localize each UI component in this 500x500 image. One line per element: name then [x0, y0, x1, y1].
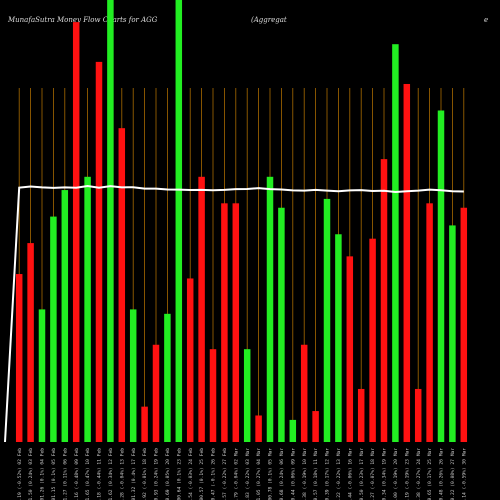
x-tick-label: 100.27 (-0.07%) 18 Mar [370, 448, 376, 500]
x-tick-label: 101.65 (0.47%) 10 Feb [85, 448, 91, 500]
x-tick-label: 100.83 (-0.22%) 03 Mar [245, 448, 251, 500]
bar-down [186, 278, 194, 442]
bar-down [369, 238, 376, 442]
bar-down [414, 388, 422, 442]
x-tick-label: 100.14 (-0.59%) 30 Mar [461, 448, 467, 500]
x-tick-label: 100.57 (0.18%) 11 Mar [313, 448, 319, 500]
bar-up [175, 0, 183, 442]
x-tick-label: 100.69 (0.05%) 20 Feb [165, 448, 171, 500]
bar-down [426, 203, 433, 442]
x-tick-label: 101.62 (0.34%) 12 Feb [108, 448, 114, 500]
bars-group [15, 0, 468, 443]
bar-up [61, 190, 69, 442]
bar-down [300, 344, 308, 442]
x-tick-label: 100.57 (-0.22%) 27 Feb [222, 448, 228, 500]
x-tick-label: 100.78 (0.1%) 05 Mar [268, 448, 274, 500]
x-tick-label: 100.22 (0.08%) 27 Mar [450, 448, 456, 500]
bar-up [50, 216, 57, 442]
x-tick-label: 100.38 (-0.19%) 10 Mar [302, 448, 308, 500]
bar-up [449, 225, 456, 442]
x-tick-label: 100.68 (0.24%) 06 Mar [279, 448, 285, 500]
bar-down [232, 203, 240, 442]
x-tick-label: 101.18 (-0.44%) 11 Feb [97, 448, 103, 500]
bar-down [380, 159, 388, 442]
bar-up [129, 309, 137, 442]
bar-up [243, 349, 251, 442]
bar-up [107, 0, 114, 442]
bar-down [72, 22, 80, 442]
bar-down [198, 176, 205, 443]
bar-down [460, 207, 468, 442]
x-tick-label: 100.34 (0.34%) 19 Mar [382, 448, 388, 500]
x-tick-label: 100.57 (0.1%) 25 Feb [199, 448, 205, 500]
bar-down [312, 411, 319, 442]
x-tick-label: 101.50 (0.24%) 03 Feb [28, 448, 34, 500]
bar-down [118, 128, 126, 442]
bar-up [289, 419, 297, 442]
bar-up [84, 176, 91, 443]
x-tick-label: 101.16 (-0.48%) 09 Feb [74, 448, 80, 500]
bar-up [266, 176, 274, 443]
bar-up [278, 207, 285, 442]
bar-up [164, 313, 171, 442]
bar-down [221, 203, 228, 442]
x-tick-label: 100.92 (-0.01%) 18 Feb [142, 448, 148, 500]
x-tick-label: 100.38 (-0.27%) 24 Mar [416, 448, 422, 500]
x-tick-label: 100.19 (-0.19%) 23 Mar [404, 448, 410, 500]
bar-down [27, 243, 34, 442]
x-tick-label: 100.48 (0.26%) 26 Mar [439, 448, 445, 500]
x-tick-label: 101.15 (0.1%) 05 Feb [51, 448, 57, 500]
bar-down [141, 406, 148, 442]
tick-labels-group: 101.19 (-0.52%) 02 Feb 101.50 (0.24%) 03 … [17, 448, 468, 500]
x-tick-label: 101.32 (0.4%) 17 Feb [131, 448, 137, 500]
x-tick-label: 100.22 (-0.22%) 13 Mar [336, 448, 342, 500]
x-tick-label: 100.47 (-0.1%) 26 Feb [211, 448, 217, 500]
x-tick-label: 100.65 (0.17%) 25 Mar [427, 448, 433, 500]
bar-down [255, 415, 262, 442]
bar-down [357, 388, 365, 442]
bar-down [403, 83, 411, 442]
bar-up [323, 198, 331, 442]
x-tick-label: 100.44 (0.06%) 09 Mar [290, 448, 296, 500]
price-line [4, 184, 464, 443]
bar-up [335, 234, 342, 442]
price-line-group [4, 184, 464, 443]
bar-up [392, 44, 399, 442]
x-tick-label: 100.93 (0.24%) 19 Feb [154, 448, 160, 500]
x-tick-label: 100.79 (-0.04%) 02 Mar [233, 448, 239, 500]
x-tick-label: 101.26 (0.1%) 04 Feb [40, 448, 46, 500]
x-tick-label: 100.44 (-0.06%) 16 Mar [347, 448, 353, 500]
x-tick-label: 100.39 (0.17%) 12 Mar [325, 448, 331, 500]
x-tick-label: 101.27 (0.11%) 06 Feb [62, 448, 68, 500]
bar-down [209, 349, 217, 442]
x-tick-label: 101.28 (-0.04%) 13 Feb [119, 448, 125, 500]
bar-up [437, 110, 445, 442]
chart-title-ticker-name: (Aggregat [251, 16, 287, 24]
x-tick-label: 100.00 (-0.19%) 20 Mar [393, 448, 399, 500]
chart-title: MunafaSutra Money Flow Charts for AGG [7, 16, 158, 24]
x-tick-label: 100.64 (0.1%) 23 Feb [176, 448, 182, 500]
x-tick-label: 100.50 (0.23%) 17 Mar [359, 448, 365, 500]
x-tick-label: 101.19 (-0.52%) 02 Feb [17, 448, 23, 500]
bar-down [15, 274, 23, 442]
bar-down [95, 61, 103, 442]
x-tick-label: 100.54 (-0.03%) 24 Feb [188, 448, 194, 500]
bar-up [38, 309, 46, 442]
chart-title-tail: e [484, 16, 488, 24]
bar-down [152, 344, 160, 442]
x-tick-label: 101.05 (0.27%) 04 Mar [256, 448, 262, 500]
bar-down [346, 256, 354, 442]
